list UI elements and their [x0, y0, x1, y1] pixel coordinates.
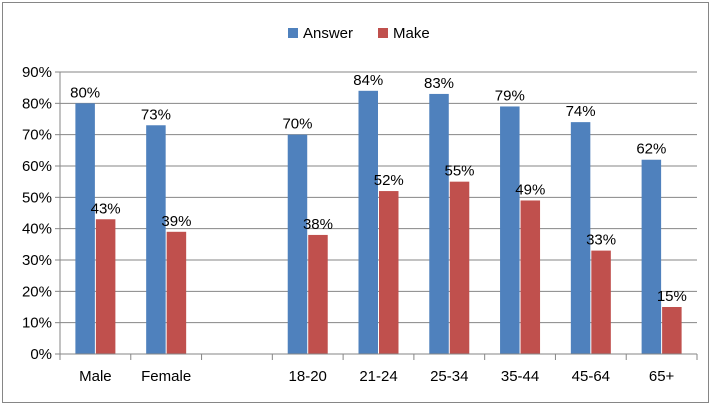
bar-answer	[287, 134, 308, 354]
y-tick-label: 90%	[22, 64, 52, 81]
y-tick-label: 0%	[30, 346, 52, 363]
bar-make	[379, 191, 399, 354]
gridlines	[55, 71, 697, 355]
bar-chart: Answer Make 0% 10% 20% 30% 40% 50% 60% 70% 80% 90%…	[22, 25, 698, 385]
data-label-make: 49%	[515, 181, 545, 198]
bar-make	[166, 231, 187, 354]
bar-answer	[429, 93, 449, 354]
bar-answer	[641, 159, 662, 354]
y-tick-label: 30%	[22, 252, 52, 269]
x-tick-label: 65+	[649, 368, 675, 385]
y-tick-label: 60%	[22, 158, 52, 175]
x-axis: Male Female 18-20 21-24 25-34 35-44 45-64 65+	[59, 353, 698, 385]
data-label-answer: 84%	[353, 72, 383, 89]
data-label-make: 39%	[161, 213, 191, 230]
data-label-answer: 79%	[495, 87, 525, 104]
bar-make	[449, 181, 470, 354]
data-label-make: 52%	[374, 172, 404, 189]
x-tick-label: 21-24	[359, 368, 397, 385]
y-tick-label: 10%	[22, 315, 52, 332]
bar-answer	[75, 103, 95, 354]
legend-label-make: Make	[393, 25, 430, 42]
legend-label-answer: Answer	[303, 25, 353, 42]
bars	[75, 90, 682, 355]
bar-make	[662, 307, 682, 354]
bar-answer	[570, 122, 591, 354]
x-tick-label: 45-64	[572, 368, 610, 385]
bar-answer	[500, 106, 520, 354]
chart-frame: Answer Make 0% 10% 20% 30% 40% 50% 60% 70% 80% 90%…	[2, 2, 709, 403]
y-tick-label: 20%	[22, 283, 52, 300]
y-tick-label: 70%	[22, 127, 52, 144]
legend-swatch-answer	[288, 28, 298, 38]
data-label-answer: 80%	[70, 84, 100, 101]
x-tick-label: Male	[79, 368, 112, 385]
data-label-answer: 70%	[282, 116, 312, 133]
y-tick-label: 50%	[22, 189, 52, 206]
y-tick-label: 40%	[22, 221, 52, 238]
bar-answer	[146, 125, 166, 355]
data-label-answer: 74%	[566, 103, 596, 120]
data-label-answer: 83%	[424, 75, 454, 92]
x-tick-label: 25-34	[430, 368, 468, 385]
legend-swatch-make	[378, 28, 388, 38]
y-axis-ticks: 0% 10% 20% 30% 40% 50% 60% 70% 80% 90%	[22, 64, 52, 363]
data-label-make: 43%	[91, 200, 121, 217]
bar-make	[95, 219, 116, 354]
bar-make	[308, 234, 328, 354]
y-tick-label: 80%	[22, 95, 52, 112]
data-label-make: 15%	[657, 288, 687, 305]
data-label-make: 38%	[303, 216, 333, 233]
data-label-make: 55%	[445, 163, 475, 180]
x-tick-label: 35-44	[501, 368, 539, 385]
bar-answer	[358, 90, 378, 355]
data-label-answer: 62%	[636, 141, 666, 158]
data-label-answer: 73%	[141, 106, 171, 123]
bar-make	[591, 250, 611, 354]
x-tick-label: Female	[141, 368, 191, 385]
data-label-make: 33%	[586, 232, 616, 249]
legend: Answer Make	[288, 25, 430, 42]
bar-make	[520, 200, 541, 354]
x-tick-label: 18-20	[289, 368, 327, 385]
data-labels: 80% 73% 70% 84% 83% 79% 74% 62% 43% 39% 38% 52% 55% 4…	[70, 72, 687, 305]
